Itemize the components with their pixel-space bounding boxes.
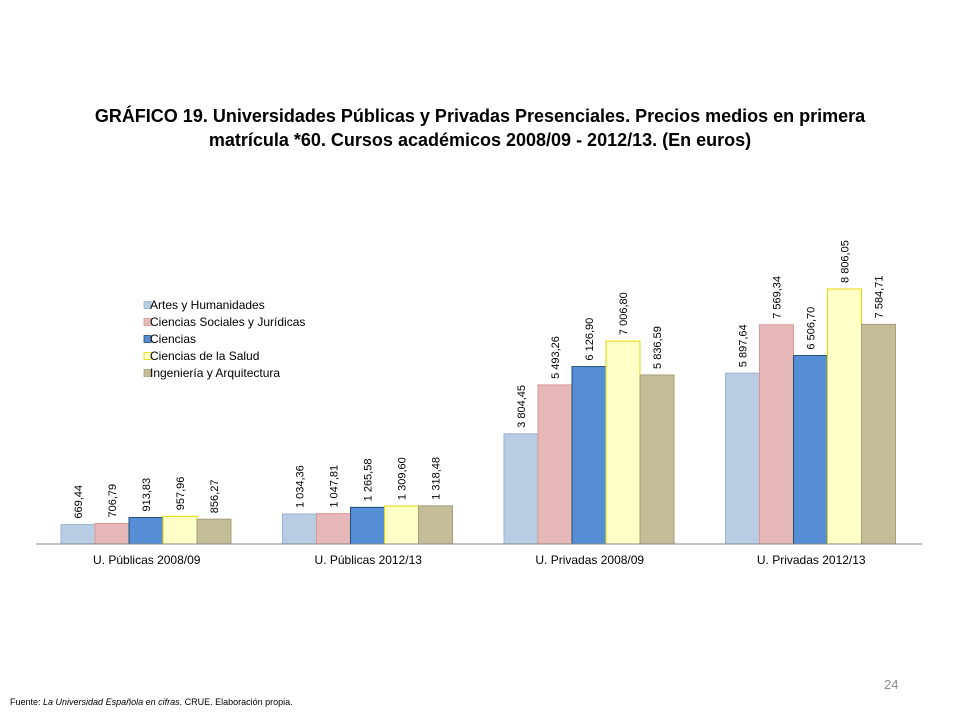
bar (350, 506, 385, 545)
bar (384, 505, 419, 545)
x-tick-label: U. Públicas 2008/09 (93, 553, 201, 567)
chart-title: GRÁFICO 19. Universidades Públicas y Pri… (94, 106, 866, 150)
bar (861, 323, 896, 545)
bar (94, 523, 130, 545)
data-label: 6 126,90 (584, 318, 596, 361)
bar (503, 433, 539, 545)
data-label: 957,96 (175, 477, 187, 511)
legend-swatch (143, 301, 152, 309)
data-label: 3 804,45 (516, 385, 528, 428)
data-label: 5 897,64 (738, 324, 750, 367)
bar (418, 505, 453, 545)
data-label: 7 584,71 (874, 276, 886, 319)
data-label: 913,83 (141, 478, 153, 512)
bar (605, 340, 641, 545)
x-tick-label: U. Privadas 2008/09 (535, 553, 644, 567)
data-label: 1 309,60 (397, 457, 409, 500)
legend-swatch (143, 318, 152, 326)
x-tick-label: U. Privadas 2012/13 (757, 553, 866, 567)
data-label: 856,27 (209, 480, 221, 514)
data-label: 706,79 (107, 484, 119, 518)
data-label: 1 265,58 (363, 459, 375, 502)
bar (162, 515, 198, 545)
legend-swatch (143, 335, 152, 343)
bar (282, 513, 317, 545)
data-label: 5 836,59 (652, 326, 664, 369)
source-publication: La Universidad Española en cifras (43, 697, 180, 707)
legend-swatch (143, 352, 152, 360)
x-tick-label: U. Públicas 2012/13 (315, 553, 423, 567)
legend-label: Ingeniería y Arquitectura (150, 366, 280, 380)
bar (725, 372, 760, 545)
bar (196, 518, 232, 545)
source-prefix: Fuente: (10, 697, 44, 707)
legend-label: Ciencias Sociales y Jurídicas (150, 315, 305, 329)
data-label: 669,44 (73, 485, 85, 519)
data-label: 7 569,34 (772, 276, 784, 319)
bar (316, 513, 351, 545)
bar (759, 324, 794, 545)
legend-label: Ciencias de la Salud (150, 349, 259, 363)
page-number: 24 (884, 677, 899, 692)
data-label: 1 047,81 (329, 465, 341, 508)
bar (128, 517, 164, 545)
bar (60, 524, 96, 545)
data-label: 1 034,36 (295, 465, 307, 508)
bar (793, 355, 828, 545)
bar (639, 374, 675, 545)
source-suffix: . CRUE. Elaboración propia. (179, 697, 293, 707)
data-label: 1 318,48 (431, 457, 443, 500)
data-label: 7 006,80 (618, 292, 630, 335)
legend-label: Artes y Humanidades (150, 298, 265, 312)
source-note: Fuente: La Universidad Española en cifra… (10, 697, 293, 707)
legend-label: Ciencias (150, 332, 196, 346)
data-label: 6 506,70 (806, 307, 818, 350)
bar (571, 366, 607, 545)
legend-swatch (143, 369, 152, 377)
bar (537, 384, 573, 545)
data-label: 8 806,05 (840, 240, 852, 283)
bar (827, 288, 862, 545)
data-label: 5 493,26 (550, 336, 562, 379)
